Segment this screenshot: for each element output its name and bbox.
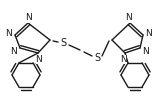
- Text: S: S: [94, 53, 100, 63]
- Text: N: N: [126, 14, 132, 22]
- Text: N: N: [11, 47, 17, 56]
- Text: N: N: [6, 28, 12, 37]
- Text: N: N: [36, 54, 42, 64]
- Text: N: N: [146, 28, 152, 37]
- Text: N: N: [143, 47, 149, 56]
- Text: N: N: [26, 14, 32, 22]
- Text: N: N: [121, 54, 127, 64]
- Text: S: S: [60, 38, 66, 48]
